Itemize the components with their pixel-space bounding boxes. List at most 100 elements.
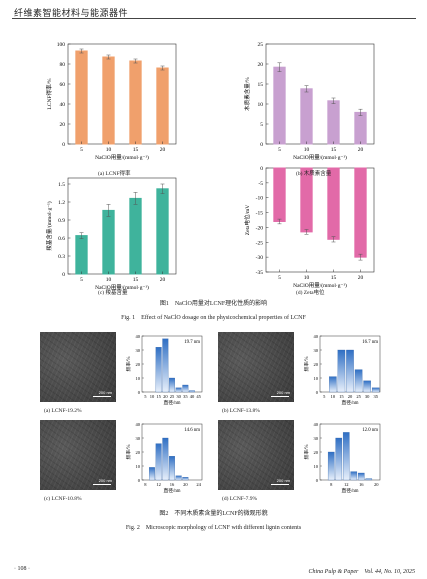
y-tick-label: 30	[314, 348, 319, 353]
x-tick-label: 10	[150, 394, 155, 399]
x-axis-label: NaClO用量/(mmol·g⁻¹)	[293, 154, 347, 161]
y-axis-label: 频率/%	[303, 445, 310, 460]
histogram-bar	[182, 384, 189, 393]
y-axis-label: Zeta电位/mV	[243, 205, 251, 236]
bar	[129, 60, 142, 145]
x-tick-label: 20	[160, 277, 166, 283]
x-axis-label: NaClO用量/(mmol·g⁻¹)	[293, 282, 347, 289]
bar	[354, 167, 367, 258]
y-tick-label: 20	[258, 62, 264, 68]
x-axis-label: NaClO用量/(mmol·g⁻¹)	[95, 154, 149, 161]
y-axis-label: 频率/%	[303, 357, 310, 372]
y-tick-label: 1.2	[58, 200, 65, 206]
y-axis-label: LCNF得率/%	[45, 78, 53, 110]
bar	[75, 235, 88, 275]
mean-diameter-label: 16.7 nm	[362, 340, 378, 345]
chart-zeta-potential: 0 -5 -10 -15 -20 -25 -30 -35 5 10 15 20 NaClO用量/(mmo…	[243, 166, 375, 289]
bar	[102, 209, 115, 275]
plot-frame	[265, 43, 375, 145]
sem-image-b: 200 nm	[218, 332, 294, 402]
y-tick-label: 0	[260, 142, 263, 148]
fig1-b-caption: (b) 木质素含量	[296, 171, 332, 177]
x-tick-label: 30	[365, 394, 370, 399]
y-tick-label: -30	[256, 255, 264, 261]
histogram-bar	[335, 437, 343, 481]
y-axis-label: 羧基含量/(mmol·g⁻¹)	[45, 201, 53, 250]
y-tick-label: 0	[316, 390, 319, 395]
y-tick-label: -25	[256, 240, 264, 246]
y-tick-label: 20	[136, 450, 141, 455]
y-tick-label: 30	[314, 436, 319, 441]
x-tick-label: 5	[278, 147, 281, 153]
bar	[327, 167, 340, 240]
fig1-caption-cn: 图1 NaClO用量对LCNF理化性质的影响	[159, 301, 268, 307]
y-tick-label: 40	[314, 334, 319, 339]
x-tick-label: 15	[339, 394, 344, 399]
histogram-bar	[155, 443, 162, 481]
x-tick-label: 10	[304, 147, 310, 153]
x-tick-label: 5	[278, 275, 281, 281]
y-tick-label: 25	[258, 42, 264, 48]
y-tick-label: 15	[258, 82, 264, 88]
page-number: · 108 ·	[14, 566, 30, 572]
y-tick-label: 0	[316, 478, 319, 483]
x-tick-label: 5	[144, 394, 147, 399]
scale-label: 200 nm	[98, 478, 112, 483]
histogram-bar	[337, 349, 346, 393]
bar	[354, 111, 367, 145]
x-tick-label: 8	[144, 482, 147, 487]
x-tick-label: 15	[331, 147, 337, 153]
y-tick-label: -10	[256, 196, 264, 202]
x-tick-label: 15	[331, 275, 337, 281]
x-tick-label: 8	[330, 482, 333, 487]
y-tick-label: 20	[60, 122, 66, 128]
y-tick-label: -20	[256, 225, 264, 231]
bar	[102, 56, 115, 145]
x-tick-label: 20	[348, 394, 353, 399]
histogram-bar	[357, 472, 365, 481]
y-tick-label: 80	[60, 62, 66, 68]
histogram-bar	[346, 349, 354, 393]
scale-label: 200 nm	[276, 478, 290, 483]
fig1-d-caption: (d) Zeta电位	[296, 290, 325, 296]
histogram-bar	[169, 456, 175, 481]
fig2-d-caption: (d) LCNF-7.9%	[222, 496, 258, 502]
bar	[156, 67, 169, 145]
y-tick-label: 0	[138, 390, 141, 395]
y-tick-label: 5	[260, 122, 263, 128]
y-tick-label: 0	[138, 478, 141, 483]
hist-lcnf-10: 0 10 20 30 40 8 12 16 20 24 直径/nm 频率/% 14.6 nm	[125, 422, 203, 494]
fig2-caption-cn: 图2 不同木质素含量的LCNF的微观形貌	[159, 511, 268, 517]
histogram-bar	[175, 387, 182, 393]
y-tick-label: 40	[60, 102, 66, 108]
x-tick-label: 35	[183, 394, 188, 399]
x-tick-label: 10	[106, 277, 112, 283]
x-tick-label: 35	[373, 394, 378, 399]
y-tick-label: 0.3	[58, 254, 65, 260]
fig1-caption-en: Fig. 1 Effect of NaClO dosage on the phy…	[121, 315, 306, 321]
chart-lignin-content: 0 5 10 15 20 25 5 10 15 20 NaClO用量/(mmol·g⁻¹) 木质素含量…	[243, 42, 375, 161]
x-tick-label: 12	[344, 482, 349, 487]
x-tick-label: 25	[170, 394, 175, 399]
y-tick-label: 10	[258, 102, 264, 108]
y-tick-label: 0	[62, 142, 65, 148]
x-tick-label: 16	[359, 482, 364, 487]
histogram-bar	[350, 471, 358, 481]
y-tick-label: 0	[62, 272, 65, 278]
x-tick-label: 5	[323, 394, 326, 399]
y-tick-label: -5	[258, 181, 263, 187]
histogram-bar	[354, 369, 363, 393]
x-tick-label: 45	[196, 394, 201, 399]
plot-frame	[265, 167, 375, 273]
sem-image-a: 200 nm	[40, 332, 116, 402]
y-tick-label: 10	[136, 376, 141, 381]
y-tick-label: 1.5	[58, 182, 65, 188]
x-tick-label: 40	[190, 394, 195, 399]
y-tick-label: 40	[136, 334, 141, 339]
fig1-a-caption: (a) LCNF得率	[98, 171, 131, 177]
journal-info: China Pulp & Paper Vol. 44, No. 10, 2025	[308, 569, 415, 575]
x-tick-label: 10	[106, 147, 112, 153]
y-tick-label: -15	[256, 211, 264, 217]
y-tick-label: 60	[60, 82, 66, 88]
